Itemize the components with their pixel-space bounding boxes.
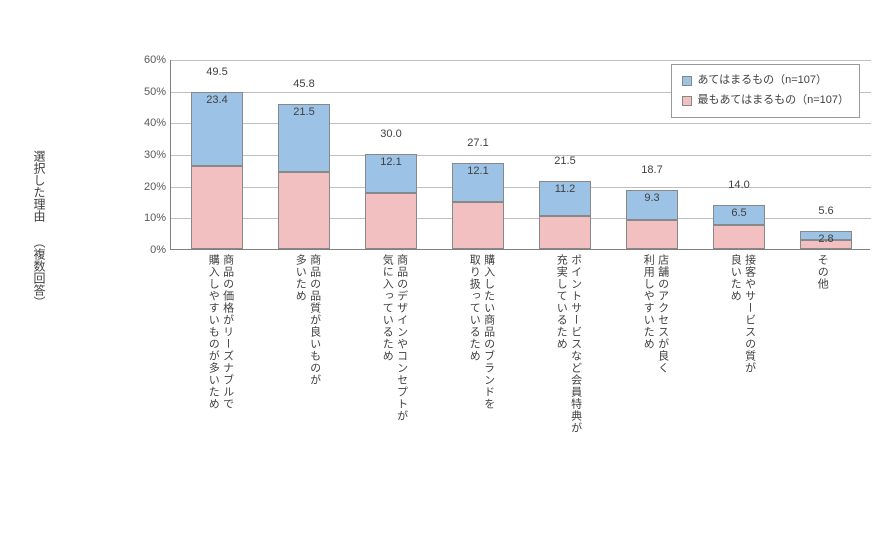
x-category-label: 商品の価格がリーズナブルで 購入しやすいものが多いため — [206, 254, 235, 410]
legend-label-top: あてはまるもの（n=107） — [698, 71, 827, 91]
bar-top-value-label: 12.1 — [452, 165, 504, 177]
y-tick-label: 50% — [116, 86, 166, 98]
x-category-label: 購入したい商品のブランドを 取り扱っているため — [467, 254, 496, 410]
bar-top-value-label: 2.8 — [800, 233, 852, 245]
bar-group: 21.545.8 — [278, 104, 330, 249]
legend-swatch-bottom — [682, 96, 692, 106]
x-category-label: その他 — [815, 254, 829, 290]
legend-swatch-top — [682, 76, 692, 86]
bar-top-value-label: 23.4 — [191, 94, 243, 106]
bar-total-value-label: 45.8 — [278, 78, 330, 90]
gridline — [171, 123, 871, 124]
bar-total-value-label: 21.5 — [539, 155, 591, 167]
y-tick-label: 60% — [116, 54, 166, 66]
chart-plot-area: 23.449.521.545.812.130.012.127.111.221.5… — [170, 60, 870, 250]
gridline — [171, 155, 871, 156]
bar-bottom-segment — [278, 172, 330, 249]
gridline — [171, 60, 871, 61]
x-category-label: 接客やサービスの質が 良いため — [728, 254, 757, 374]
bar-top-value-label: 12.1 — [365, 156, 417, 168]
bar-top-value-label: 9.3 — [626, 192, 678, 204]
side-title: 選択した理由 （複数回答） — [30, 150, 48, 308]
bar-group: 6.514.0 — [713, 205, 765, 249]
x-category-label: 商品の品質が良いものが 多いため — [293, 254, 322, 386]
y-tick-label: 40% — [116, 117, 166, 129]
bar-group: 2.85.6 — [800, 231, 852, 249]
bar-top-value-label: 21.5 — [278, 106, 330, 118]
bar-group: 12.127.1 — [452, 163, 504, 249]
legend-label-bottom: 最もあてはまるもの（n=107） — [698, 91, 849, 111]
gridline — [171, 218, 871, 219]
legend-box: あてはまるもの（n=107） 最もあてはまるもの（n=107） — [671, 64, 860, 118]
y-tick-label: 30% — [116, 149, 166, 161]
bar-total-value-label: 30.0 — [365, 128, 417, 140]
bar-total-value-label: 5.6 — [800, 205, 852, 217]
x-axis-labels: 商品の価格がリーズナブルで 購入しやすいものが多いため 商品の品質が良いものが 多… — [170, 254, 870, 544]
y-tick-label: 10% — [116, 212, 166, 224]
legend-item-bottom: 最もあてはまるもの（n=107） — [682, 91, 849, 111]
bar-group: 11.221.5 — [539, 181, 591, 249]
bar-bottom-segment — [452, 202, 504, 250]
bar-total-value-label: 18.7 — [626, 164, 678, 176]
bar-total-value-label: 14.0 — [713, 179, 765, 191]
bar-group: 9.318.7 — [626, 190, 678, 249]
gridline — [171, 187, 871, 188]
y-tick-label: 0% — [116, 244, 166, 256]
bar-group: 12.130.0 — [365, 154, 417, 249]
bar-total-value-label: 49.5 — [191, 66, 243, 78]
x-category-label: ポイントサービスなど会員特典が 充実しているため — [554, 254, 583, 434]
x-category-label: 商品のデザインやコンセプトが 気に入っているため — [380, 254, 409, 422]
y-tick-label: 20% — [116, 181, 166, 193]
bar-bottom-segment — [539, 216, 591, 249]
bar-top-value-label: 11.2 — [539, 183, 591, 195]
x-category-label: 店舗のアクセスが良く 利用しやすいため — [641, 254, 670, 374]
bar-bottom-segment — [191, 166, 243, 249]
bar-bottom-segment — [365, 193, 417, 249]
bar-bottom-segment — [713, 225, 765, 249]
bar-bottom-segment — [626, 220, 678, 249]
legend-item-top: あてはまるもの（n=107） — [682, 71, 849, 91]
bar-top-value-label: 6.5 — [713, 207, 765, 219]
bar-total-value-label: 27.1 — [452, 137, 504, 149]
bar-group: 23.449.5 — [191, 92, 243, 249]
